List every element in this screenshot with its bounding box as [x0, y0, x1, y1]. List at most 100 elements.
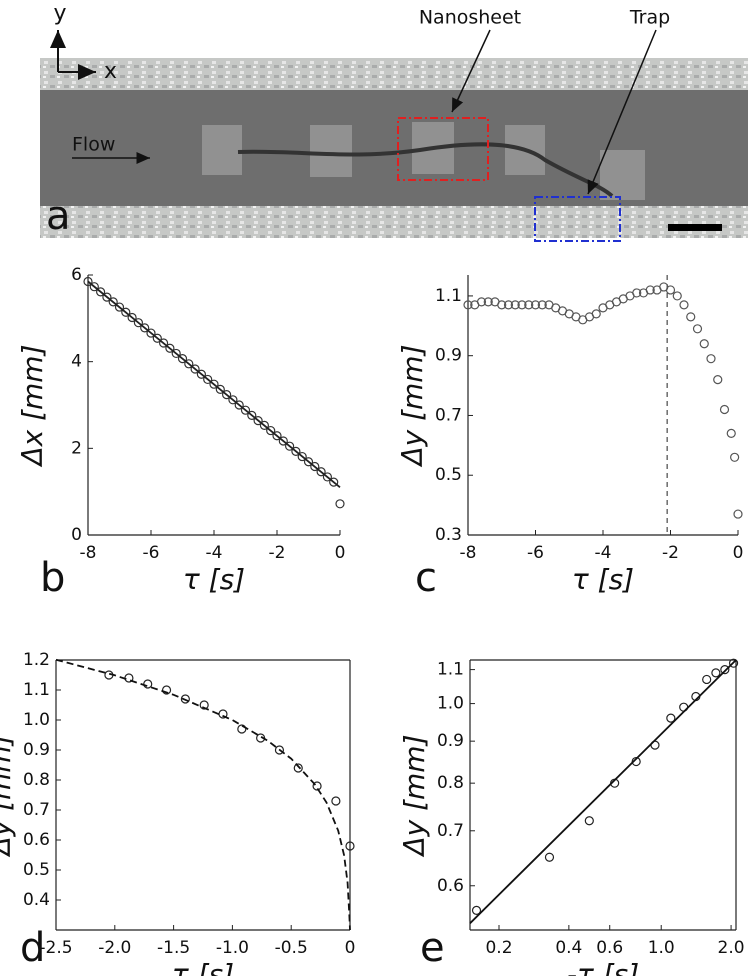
data-point	[544, 852, 555, 862]
panel-label: e	[420, 925, 445, 971]
data-point	[272, 431, 282, 441]
data-point	[146, 328, 156, 338]
y-axis-label: Δy [mm]	[0, 734, 17, 857]
data-point	[234, 400, 244, 410]
x-axis-label: -τ [s]	[567, 958, 639, 976]
data-point	[345, 841, 355, 851]
y-tick-label: 0.8	[437, 773, 464, 793]
y-tick-label: 0.6	[23, 830, 50, 850]
data-point	[537, 300, 547, 310]
x-label: x	[104, 59, 117, 84]
data-point	[713, 374, 723, 385]
data-point	[719, 404, 730, 415]
data-point	[702, 674, 712, 685]
data-point	[293, 763, 303, 773]
y-tick-label: 0.7	[23, 800, 50, 820]
data-point	[190, 364, 200, 374]
data-point	[196, 369, 206, 379]
x-tick-label: 0	[733, 543, 744, 563]
y-tick-label: 1.0	[23, 710, 50, 730]
x-tick-label: -1.0	[216, 938, 249, 958]
x-tick-label: -6	[527, 543, 544, 563]
annotation: Flow	[72, 134, 115, 156]
data-point	[679, 300, 689, 310]
trap-box	[534, 196, 621, 242]
data-point	[672, 291, 682, 301]
data-point	[733, 509, 743, 519]
data-point	[471, 905, 482, 915]
y-tick-label: 4	[71, 352, 82, 372]
y-tick-label: 0.7	[435, 405, 462, 425]
x-tick-label: -4	[206, 543, 223, 563]
y-tick-label: 0.8	[23, 770, 50, 790]
data-point	[171, 348, 181, 359]
y-tick-label: 0.7	[437, 821, 464, 841]
x-tick-label: -2	[662, 543, 679, 563]
fit-line	[87, 280, 341, 488]
trap-arrow	[587, 29, 657, 195]
data-point	[209, 379, 219, 389]
y-axis-label: Δx [mm]	[16, 344, 49, 467]
data-point	[692, 324, 703, 334]
y-tick-label: 6	[71, 265, 82, 285]
data-point	[266, 425, 276, 436]
x-axis-label: τ [s]	[572, 563, 634, 596]
annotation: Nanosheet	[419, 7, 521, 29]
data-point	[161, 685, 172, 695]
data-point	[297, 451, 307, 462]
y-tick-label: 2	[71, 438, 82, 458]
data-point	[699, 339, 709, 349]
data-point	[278, 436, 288, 446]
nanosheet-box	[397, 117, 489, 181]
data-point	[316, 467, 326, 477]
data-point	[247, 410, 257, 420]
data-point	[114, 302, 125, 312]
data-point	[591, 309, 601, 319]
y-label: y	[53, 1, 66, 26]
y-tick-label: 0	[71, 525, 82, 545]
data-point	[463, 300, 473, 310]
data-point	[335, 499, 345, 509]
data-point	[584, 816, 594, 826]
data-point	[303, 457, 314, 467]
data-point	[259, 420, 269, 430]
data-point	[285, 441, 295, 451]
x-axis-label: τ [s]	[172, 958, 234, 976]
x-tick-label: 0	[335, 543, 346, 563]
annotation: Trap	[629, 7, 670, 29]
x-tick-label: -2.0	[98, 938, 131, 958]
data-point	[476, 297, 487, 307]
panel-label: c	[415, 555, 437, 601]
data-point	[312, 781, 322, 791]
data-point	[127, 312, 137, 323]
data-point	[726, 428, 736, 438]
panel-label: d	[20, 925, 45, 971]
data-point	[102, 292, 112, 302]
trajectory	[237, 142, 614, 198]
data-point	[728, 658, 739, 668]
data-point	[706, 354, 716, 364]
data-point	[95, 287, 106, 297]
data-point	[291, 446, 301, 456]
y-tick-label: 0.3	[435, 525, 462, 545]
y-tick-label: 0.4	[23, 890, 50, 910]
data-point	[180, 694, 190, 704]
y-tick-label: 1.1	[435, 286, 462, 306]
data-point	[215, 384, 225, 394]
data-point	[203, 374, 213, 385]
data-point	[322, 472, 332, 482]
y-tick-label: 0.9	[437, 731, 464, 751]
data-point	[730, 452, 740, 462]
data-point	[240, 405, 251, 415]
data-point	[184, 359, 194, 369]
data-point	[510, 300, 520, 310]
data-point	[140, 323, 150, 333]
y-tick-label: 1.2	[23, 650, 50, 670]
data-point	[530, 300, 541, 310]
x-tick-label: -1.5	[157, 938, 190, 958]
x-tick-label: 1.0	[648, 938, 675, 958]
data-point	[121, 307, 131, 317]
x-tick-label: -2	[269, 543, 286, 563]
data-point	[165, 343, 175, 353]
